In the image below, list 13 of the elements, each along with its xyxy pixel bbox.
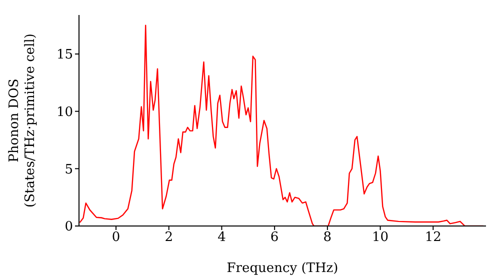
y-tick-label: 0	[64, 220, 73, 235]
y-tick-label: 5	[64, 162, 73, 178]
y-tick-label: 15	[56, 48, 73, 63]
x-axis-title: Frequency (THz)	[226, 261, 338, 276]
x-tick-label: 8	[323, 230, 332, 246]
x-tick-label: 0	[112, 230, 120, 246]
x-tick-label: 2	[164, 230, 173, 246]
x-tick-label: 12	[424, 230, 442, 246]
x-tick-label: 10	[372, 230, 389, 246]
y-axis-title: Phonon DOS (States/THz·primitive cell)	[7, 33, 38, 208]
x-tick-label: 6	[270, 230, 279, 246]
y-tick-label: 10	[56, 104, 73, 120]
x-tick-label: 4	[218, 230, 226, 246]
